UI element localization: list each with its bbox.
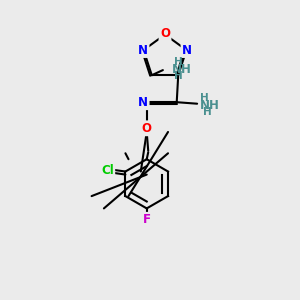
Text: NH: NH [172, 63, 192, 76]
Text: NH: NH [200, 99, 220, 112]
Text: F: F [143, 213, 151, 226]
Text: H: H [203, 107, 212, 117]
Text: N: N [138, 96, 148, 109]
Text: H: H [174, 71, 183, 81]
Text: N: N [138, 44, 148, 56]
Text: H: H [174, 57, 183, 67]
Text: O: O [160, 27, 170, 40]
Text: N: N [182, 44, 192, 56]
Text: Cl: Cl [101, 164, 114, 176]
Text: H: H [200, 93, 209, 103]
Text: O: O [142, 122, 152, 135]
